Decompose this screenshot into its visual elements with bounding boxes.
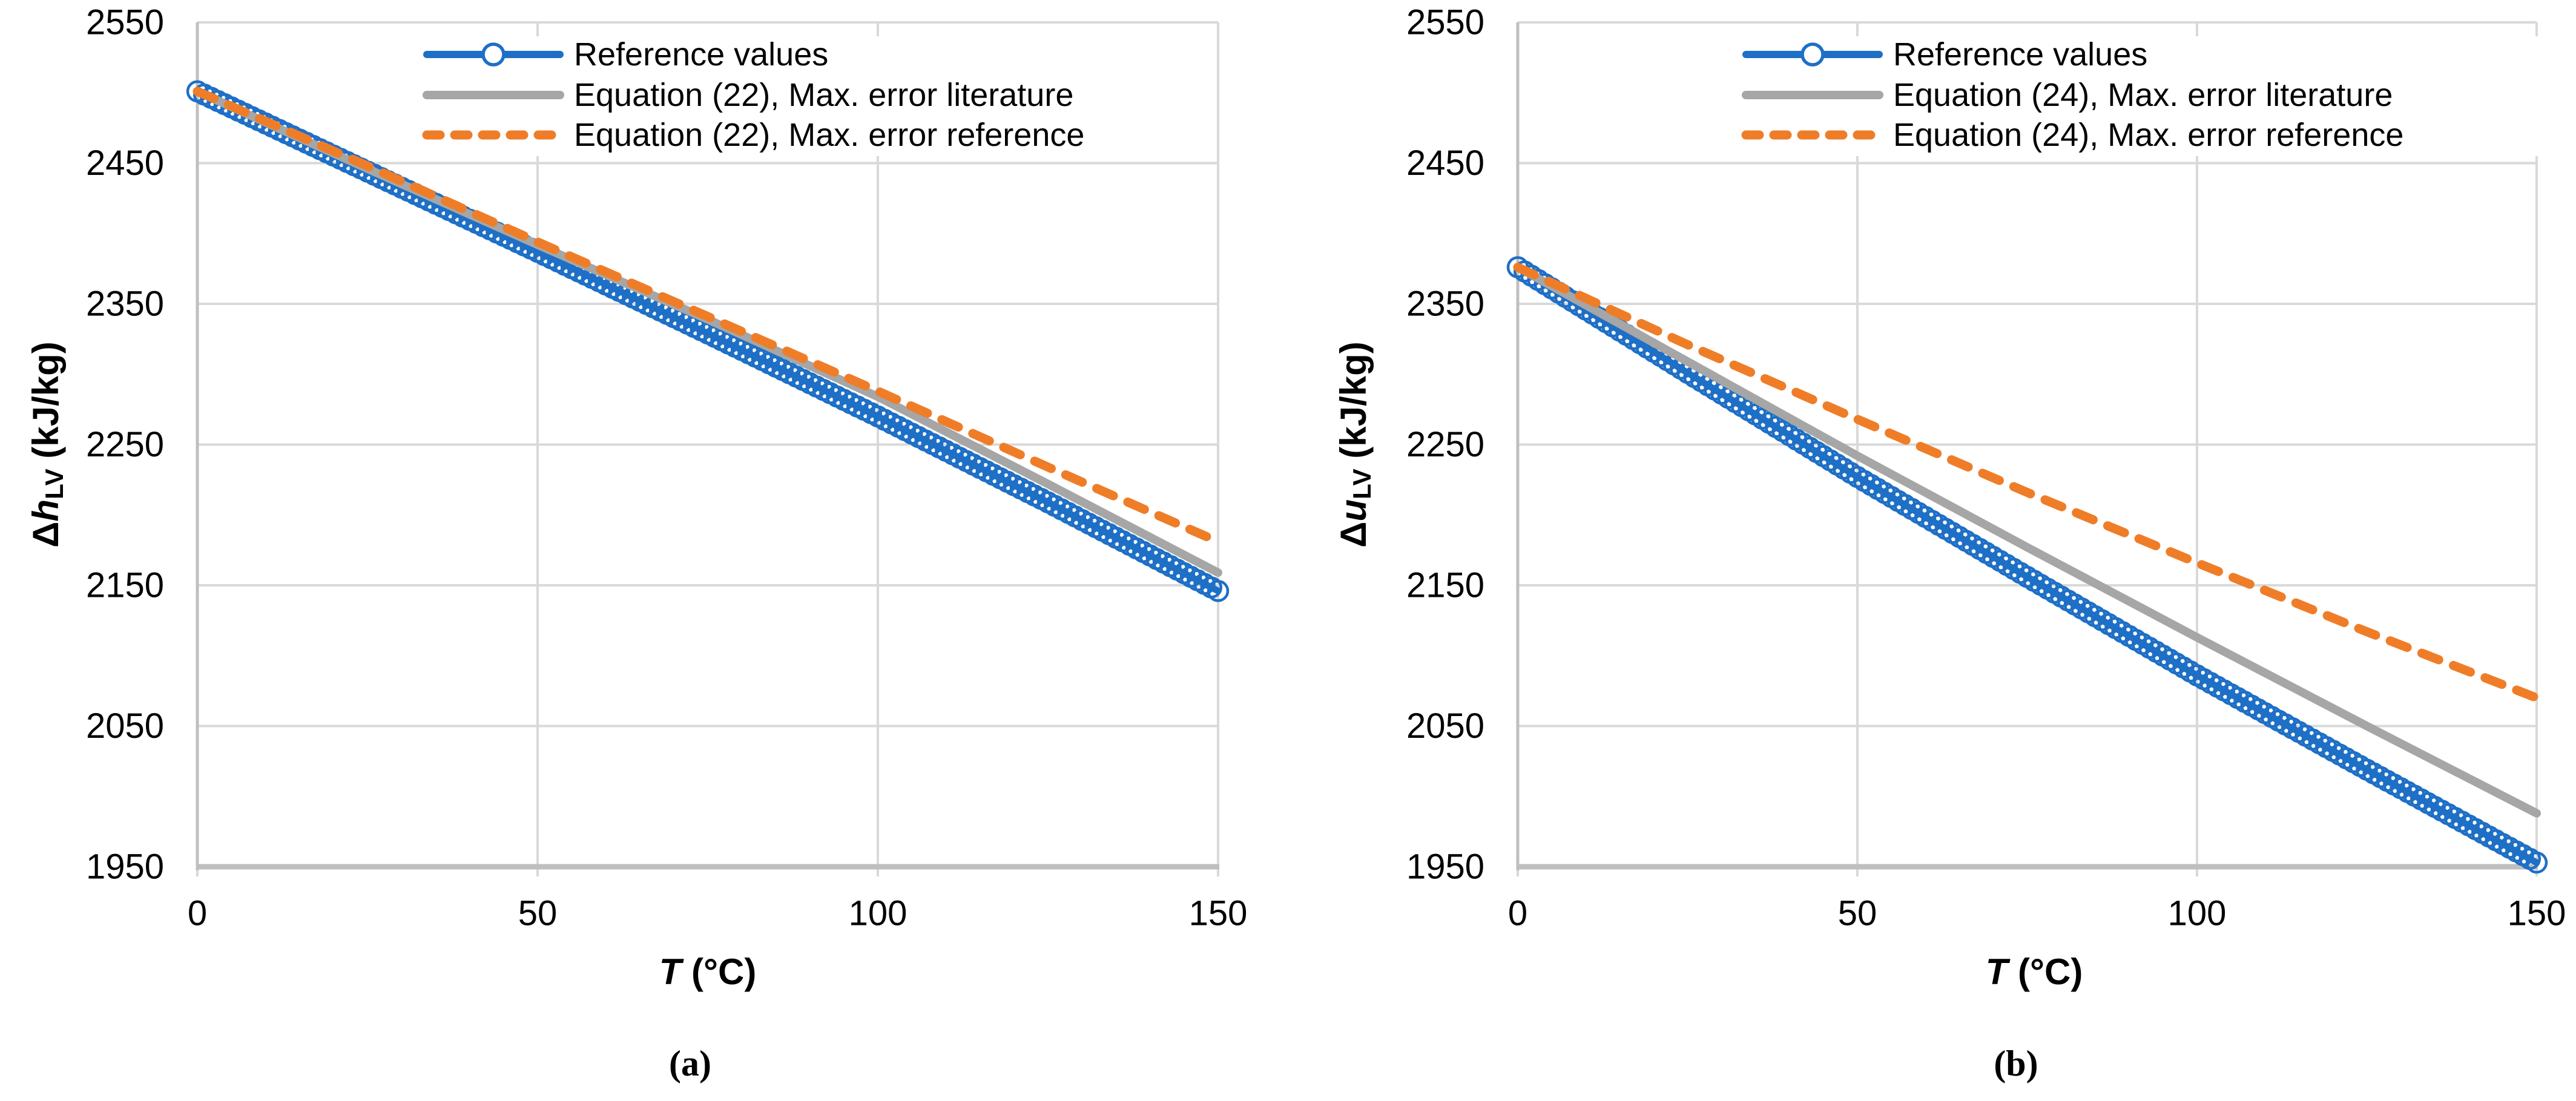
y-tick-label: 2450 xyxy=(86,143,164,183)
x-tick-label: 50 xyxy=(1838,894,1877,933)
x-tick-label: 150 xyxy=(2508,894,2566,933)
legend: Reference values Equation (22), Max. erro… xyxy=(418,36,1211,156)
y-tick-label: 2350 xyxy=(86,284,164,324)
legend-item-label: Equation (22), Max. error literature xyxy=(574,77,1073,113)
y-tick-label: 2550 xyxy=(86,3,164,42)
solid-line xyxy=(1514,263,2541,818)
y-tick-label: 1950 xyxy=(86,847,164,887)
x-tick-label: 0 xyxy=(1508,894,1527,933)
series-solid-markers xyxy=(186,80,1230,602)
legend: Reference values Equation (24), Max. erro… xyxy=(1736,36,2541,156)
series-solid xyxy=(1514,263,2541,818)
y-tick-label: 2250 xyxy=(1406,425,1484,464)
x-tick-label: 100 xyxy=(2168,894,2227,933)
legend-item-label: Reference values xyxy=(1893,36,2147,73)
legend-item: Equation (24), Max. error reference xyxy=(1741,117,2403,153)
y-axis-title: ΔuLV (kJ/kg) xyxy=(1333,341,1376,547)
marker-series-line xyxy=(1514,264,2540,866)
x-tick-label: 100 xyxy=(849,894,908,933)
legend-item-label: Reference values xyxy=(574,36,828,73)
y-tick-label: 2250 xyxy=(86,425,164,464)
legend-item: Reference values xyxy=(1742,36,2147,73)
y-tick-label: 2550 xyxy=(1406,3,1484,42)
data-point-marker xyxy=(2525,851,2548,874)
panel-caption: (b) xyxy=(1994,1043,2038,1083)
dashed-line xyxy=(1513,263,2541,703)
legend-item: Equation (22), Max. error literature xyxy=(423,77,1073,113)
chart-panel-b: Reference values Equation (24), Max. erro… xyxy=(1333,3,2566,1084)
legend-item-label: Equation (24), Max. error reference xyxy=(1893,117,2403,153)
series-solid-markers xyxy=(1506,256,2548,874)
y-tick-label: 2050 xyxy=(1406,706,1484,746)
y-tick-label: 2350 xyxy=(1406,284,1484,324)
y-axis-title: ΔhLV (kJ/kg) xyxy=(25,341,68,547)
legend-swatch-marker xyxy=(481,42,506,67)
x-axis-title: T (°C) xyxy=(1986,951,2083,992)
series-dashed xyxy=(1513,263,2541,703)
x-axis-title: T (°C) xyxy=(659,951,757,992)
dashed-line xyxy=(193,87,1223,547)
x-tick-label: 150 xyxy=(1189,894,1248,933)
chart-panel-a: Reference values Equation (22), Max. erro… xyxy=(25,3,1248,1084)
legend-swatch-marker xyxy=(1800,42,1825,67)
series-dashed xyxy=(193,87,1223,547)
panel-caption: (a) xyxy=(669,1043,711,1083)
legend-item: Reference values xyxy=(423,36,828,73)
legend-item: Equation (24), Max. error literature xyxy=(1742,77,2393,113)
data-point-marker xyxy=(1207,580,1230,602)
y-tick-label: 2050 xyxy=(86,706,164,746)
y-tick-label: 1950 xyxy=(1406,847,1484,887)
y-tick-label: 2150 xyxy=(86,566,164,605)
legend-item-label: Equation (24), Max. error literature xyxy=(1893,77,2393,113)
legend-item: Equation (22), Max. error reference xyxy=(422,117,1084,153)
gridlines xyxy=(196,21,1219,876)
legend-item-label: Equation (22), Max. error reference xyxy=(574,117,1084,153)
x-tick-label: 0 xyxy=(188,894,207,933)
y-tick-label: 2150 xyxy=(1406,566,1484,605)
x-tick-label: 50 xyxy=(518,894,558,933)
y-tick-label: 2450 xyxy=(1406,143,1484,183)
